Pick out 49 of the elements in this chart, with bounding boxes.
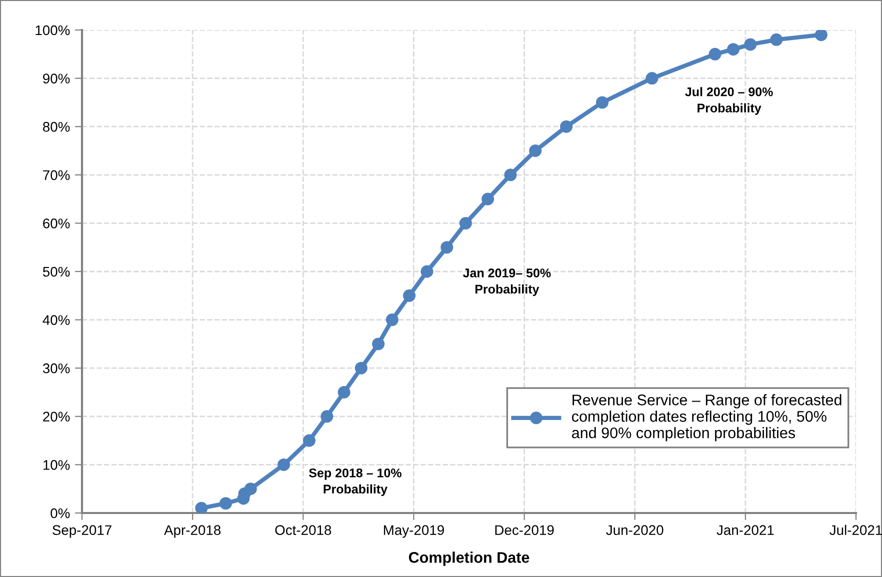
x-tick-label: Apr-2018: [164, 525, 221, 538]
x-tick-label: Oct-2018: [275, 525, 332, 536]
point: [386, 314, 398, 326]
point: [278, 458, 290, 471]
point: [338, 386, 350, 398]
y-tick-label: 20%: [43, 412, 70, 422]
point: [195, 502, 208, 513]
point: [219, 497, 232, 510]
x-tick-label: Dec-2019: [495, 525, 554, 536]
x-axis-title: Completion Date: [408, 552, 530, 566]
point: [727, 43, 740, 56]
y-tick-label: 100%: [36, 25, 70, 36]
y-tick-label: 30%: [42, 363, 70, 374]
point: [708, 48, 722, 60]
x-tick-label: May-2019: [384, 525, 444, 538]
point: [504, 168, 517, 182]
y-tick-label: 40%: [42, 315, 70, 325]
point: [770, 33, 783, 46]
x-tick-label: Jul-2021: [830, 524, 882, 536]
y-tick-label: 80%: [43, 122, 70, 132]
point: [372, 338, 385, 350]
y-tick-label: 90%: [43, 74, 70, 84]
point: [560, 120, 573, 133]
point: [482, 192, 494, 206]
y-tick-label: 10%: [43, 460, 70, 470]
y-tick-label: 0%: [50, 508, 70, 518]
point: [320, 410, 334, 423]
point: [646, 72, 658, 85]
point: [440, 241, 454, 254]
point: [403, 289, 416, 302]
y-tick-label: 50%: [42, 266, 70, 277]
point: [459, 216, 472, 230]
annotation: Sep 2018 – 10% Probability: [309, 468, 402, 496]
y-tick-label: 70%: [43, 170, 70, 180]
x-tick-label: Sep-2017: [52, 525, 112, 538]
point: [420, 265, 434, 278]
annotation: Jul 2020 – 90% Probability: [685, 87, 773, 115]
y-tick-label: 60%: [43, 218, 70, 228]
point: [244, 482, 257, 496]
x-tick-label: Jan-2021: [716, 525, 774, 536]
point: [814, 30, 828, 42]
point: [354, 362, 368, 374]
x-tick-label: Jun-2020: [606, 525, 664, 536]
point: [744, 38, 757, 51]
point: [302, 434, 316, 447]
point: [596, 96, 608, 109]
point: [529, 144, 542, 157]
legend-label: Revenue Service – Range of forecasted completion dates reflecting 10%, 50% and 90% completion probabilities: [572, 394, 842, 442]
annotation: Jan 2019– 50% Probability: [462, 268, 551, 296]
